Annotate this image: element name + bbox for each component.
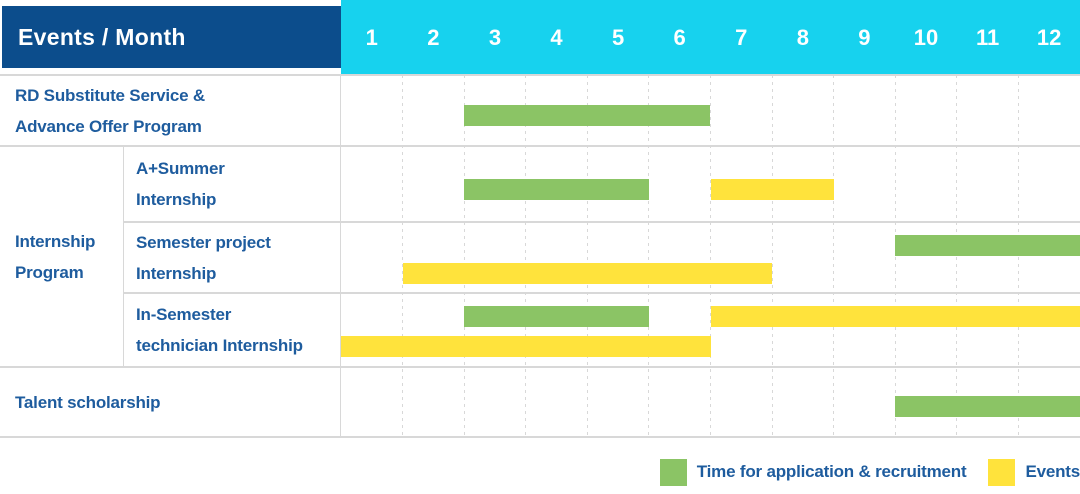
- gantt-bar-application: [464, 179, 649, 200]
- gantt-bar-events: [341, 335, 711, 357]
- gantt-bar-events: [710, 179, 834, 200]
- group-label: Internship Program: [15, 231, 96, 282]
- month-label: 11: [975, 24, 1000, 50]
- month-label: 9: [858, 24, 871, 50]
- month-label: 4: [550, 24, 563, 50]
- gantt-bar-application: [464, 306, 649, 328]
- row-border-line: [0, 145, 1080, 147]
- row-border-line: [124, 221, 1080, 223]
- month-label: 12: [1036, 24, 1062, 50]
- events-legend-label: Events: [1025, 462, 1080, 481]
- month-label: 1: [365, 24, 378, 50]
- month-grid-line: [586, 75, 588, 437]
- month-label: 5: [611, 24, 625, 50]
- month-grid-line: [525, 75, 527, 437]
- application-color-swatch: [659, 458, 687, 486]
- row-label: Talent scholarship: [15, 392, 161, 412]
- row-border-line: [0, 436, 1080, 438]
- row-label: A+Summer Internship: [136, 159, 225, 209]
- application-legend-label: Time for application & recruitment: [696, 462, 967, 481]
- month-grid-line: [463, 75, 465, 437]
- month-grid-line: [894, 75, 896, 437]
- month-label: 3: [488, 24, 502, 50]
- gantt-bar-events: [402, 263, 773, 285]
- group-sub-divider: [123, 146, 124, 367]
- row-label: RD Substitute Service & Advance Offer Pro…: [15, 85, 206, 136]
- events-color-swatch: [988, 458, 1016, 486]
- month-grid-line: [956, 75, 958, 437]
- month-grid-line: [771, 75, 773, 437]
- month-label: 7: [735, 24, 748, 50]
- month-label: 2: [427, 24, 440, 50]
- legend: Time for application & recruitment Event…: [659, 458, 1080, 486]
- month-grid-line: [402, 75, 404, 437]
- month-grid-line: [833, 75, 835, 437]
- month-label: 6: [673, 24, 686, 50]
- row-border-line: [124, 292, 1080, 294]
- gantt-bar-events: [710, 306, 1080, 328]
- table-header-title: Events / Month: [2, 6, 341, 68]
- row-label: Semester project Internship: [136, 232, 271, 283]
- row-label: In-Semester technician Internship: [136, 305, 303, 355]
- month-label: 10: [913, 24, 939, 50]
- month-label: 8: [796, 24, 809, 50]
- gantt-bar-application: [895, 396, 1080, 418]
- gantt-bar-application: [895, 234, 1080, 256]
- label-chart-divider: [340, 75, 341, 437]
- gantt-bar-application: [464, 105, 711, 126]
- row-border-line: [0, 74, 1080, 76]
- row-border-line: [0, 366, 1080, 368]
- month-header-row: 1 2 3 4 5 6 7 8 9 10 11 12: [341, 0, 1080, 75]
- month-grid-line: [710, 75, 711, 437]
- month-grid-line: [648, 75, 650, 437]
- month-grid-line: [1017, 75, 1019, 437]
